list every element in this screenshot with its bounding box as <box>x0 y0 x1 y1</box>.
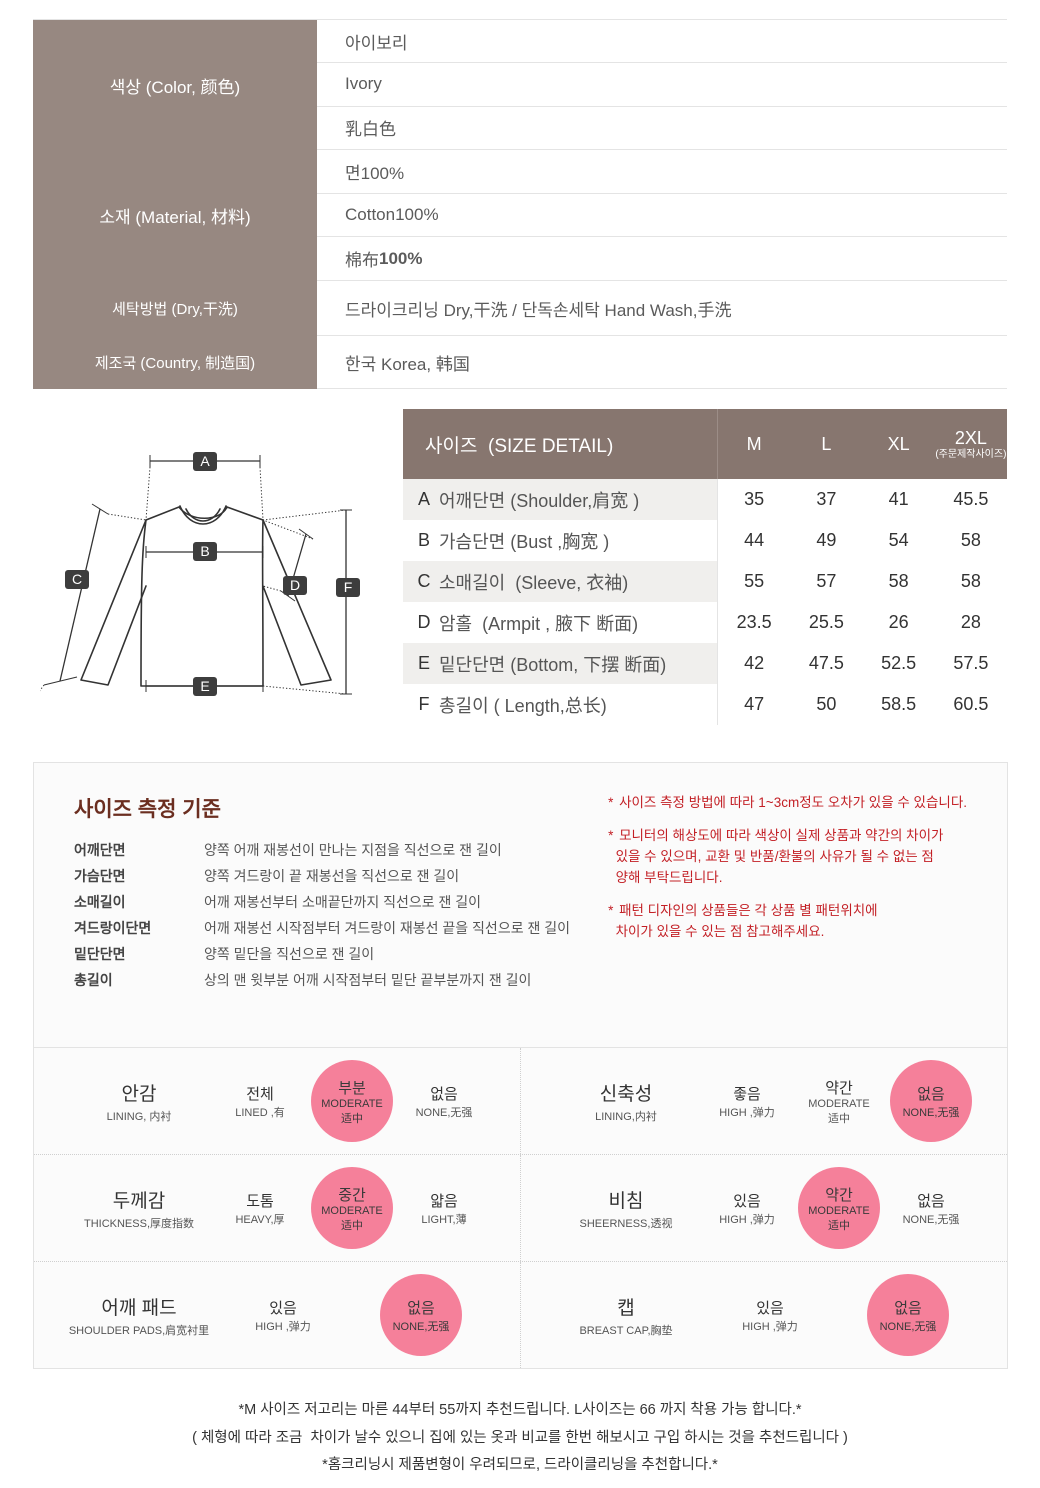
svg-text:F: F <box>344 579 353 595</box>
svg-text:D: D <box>290 577 300 593</box>
svg-text:A: A <box>200 453 210 469</box>
svg-text:B: B <box>200 543 209 559</box>
svg-text:E: E <box>200 678 209 694</box>
svg-text:C: C <box>72 571 82 587</box>
